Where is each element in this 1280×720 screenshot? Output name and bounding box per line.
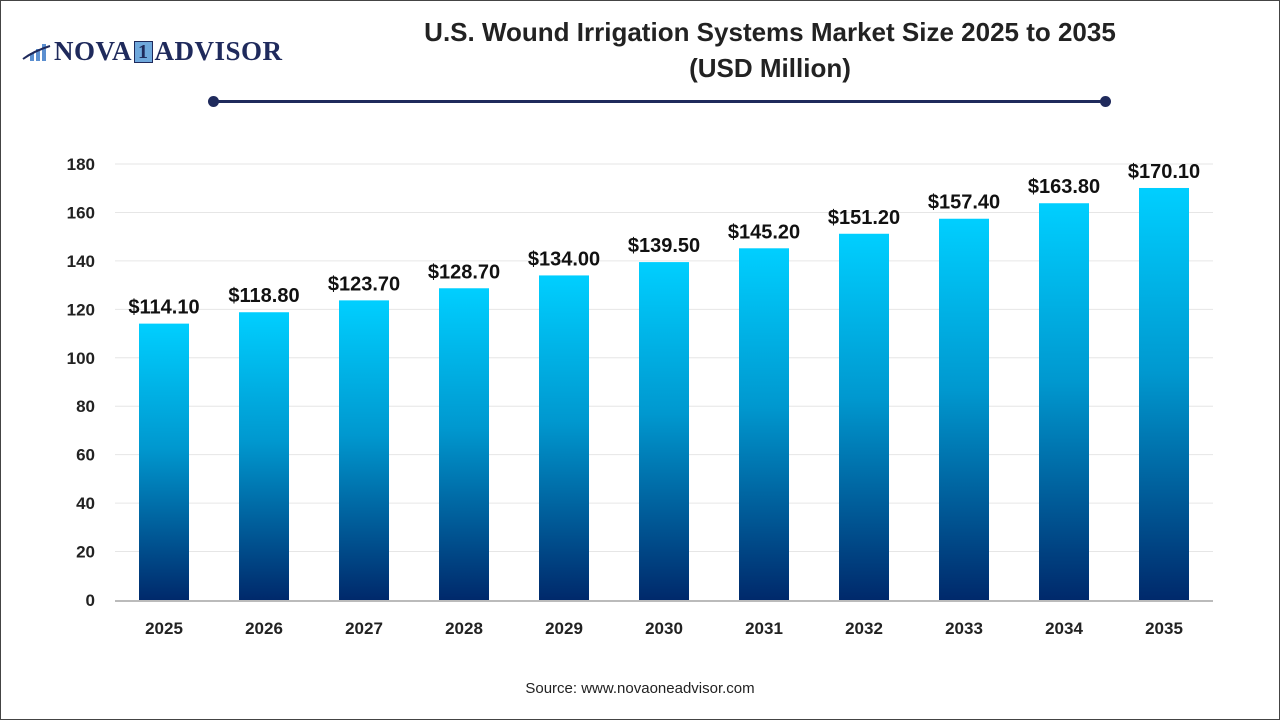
y-tick-label: 120 — [67, 300, 95, 319]
y-tick-label: 40 — [76, 494, 95, 513]
data-label: $157.40 — [928, 192, 1000, 214]
data-label: $128.70 — [428, 261, 500, 283]
bar-2030 — [639, 262, 689, 600]
logo-text-advisor: ADVISOR — [154, 36, 283, 66]
y-tick-label: 80 — [76, 397, 95, 416]
y-tick-label: 160 — [67, 203, 95, 222]
data-label: $170.10 — [1128, 161, 1200, 183]
data-label: $139.50 — [628, 235, 700, 257]
x-tick-label: 2026 — [245, 619, 283, 638]
bar-2034 — [1039, 203, 1089, 601]
bar-2025 — [139, 323, 189, 600]
data-label: $145.20 — [728, 221, 800, 243]
bar-2028 — [439, 288, 489, 600]
bar-2027 — [339, 300, 389, 600]
x-tick-label: 2029 — [545, 619, 583, 638]
bar-2032 — [839, 233, 889, 600]
logo-text-nova: NOVA — [54, 36, 133, 66]
data-label: $163.80 — [1028, 176, 1100, 198]
divider-dot-right — [1100, 96, 1111, 107]
title-divider — [213, 100, 1106, 103]
logo-text-one: 1 — [134, 40, 153, 63]
x-tick-label: 2028 — [445, 619, 483, 638]
x-tick-label: 2032 — [845, 619, 883, 638]
divider-dot-left — [208, 96, 219, 107]
y-tick-label: 180 — [67, 155, 95, 174]
bar-2029 — [539, 275, 589, 600]
data-label: $118.80 — [228, 285, 299, 307]
chart-subtitle: (USD Million) — [689, 53, 851, 83]
data-label: $114.10 — [128, 297, 199, 319]
bar-2026 — [239, 312, 289, 600]
logo: NOVA 1 ADVISOR — [22, 36, 283, 67]
x-tick-label: 2033 — [945, 619, 983, 638]
bar-chart-logo-icon — [22, 43, 51, 61]
data-label: $123.70 — [328, 273, 400, 295]
x-tick-label: 2025 — [145, 619, 183, 638]
x-tick-label: 2031 — [745, 619, 783, 638]
y-tick-label: 60 — [76, 446, 95, 465]
x-tick-label: 2030 — [645, 619, 683, 638]
source-text: Source: www.novaoneadvisor.com — [525, 680, 755, 697]
bar-2031 — [739, 248, 789, 600]
x-tick-label: 2035 — [1145, 619, 1183, 638]
y-tick-label: 0 — [86, 591, 95, 610]
chart-title-main: U.S. Wound Irrigation Systems Market Siz… — [424, 17, 1116, 47]
bar-2033 — [939, 218, 989, 600]
data-label: $134.00 — [528, 248, 600, 270]
y-tick-label: 140 — [67, 252, 95, 271]
x-tick-label: 2027 — [345, 619, 383, 638]
y-tick-label: 20 — [76, 543, 95, 562]
y-tick-label: 100 — [67, 349, 95, 368]
bar-2035 — [1139, 187, 1189, 601]
chart-title: U.S. Wound Irrigation Systems Market Siz… — [330, 14, 1210, 86]
x-tick-label: 2034 — [1045, 619, 1083, 638]
data-label: $151.20 — [828, 207, 900, 229]
